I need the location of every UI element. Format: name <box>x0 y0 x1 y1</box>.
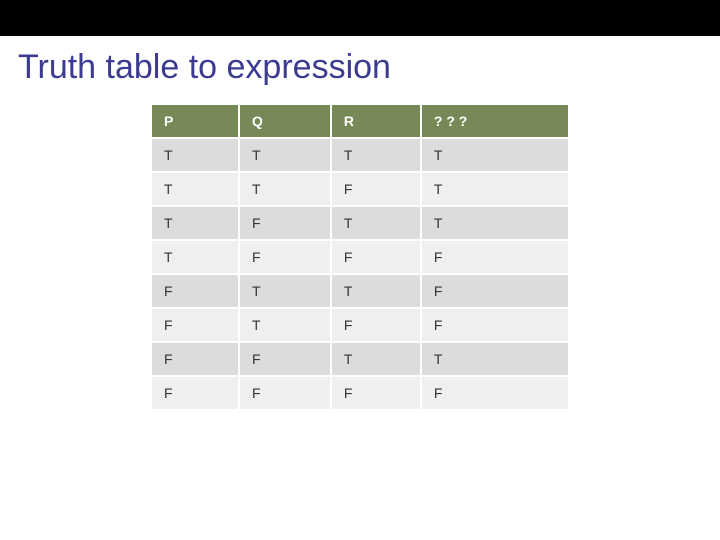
col-header-q: Q <box>239 104 331 138</box>
table-header-row: P Q R ? ? ? <box>151 104 569 138</box>
cell: T <box>151 172 239 206</box>
cell: F <box>239 206 331 240</box>
truth-table: P Q R ? ? ? T T T T T T F T T F T <box>150 103 570 411</box>
cell: T <box>151 206 239 240</box>
cell: F <box>421 240 569 274</box>
cell: F <box>239 342 331 376</box>
cell: F <box>239 240 331 274</box>
table-row: T F F F <box>151 240 569 274</box>
cell: F <box>151 342 239 376</box>
cell: F <box>421 376 569 410</box>
top-bar <box>0 0 720 36</box>
cell: T <box>239 138 331 172</box>
cell: T <box>421 342 569 376</box>
cell: F <box>331 376 421 410</box>
cell: F <box>239 376 331 410</box>
cell: T <box>421 172 569 206</box>
cell: F <box>331 308 421 342</box>
cell: T <box>421 206 569 240</box>
cell: T <box>239 308 331 342</box>
cell: T <box>331 274 421 308</box>
table-row: T T F T <box>151 172 569 206</box>
col-header-p: P <box>151 104 239 138</box>
cell: F <box>151 308 239 342</box>
cell: T <box>421 138 569 172</box>
table-row: F T F F <box>151 308 569 342</box>
col-header-result: ? ? ? <box>421 104 569 138</box>
table-row: F F F F <box>151 376 569 410</box>
cell: F <box>151 376 239 410</box>
table-row: F T T F <box>151 274 569 308</box>
cell: T <box>239 172 331 206</box>
cell: T <box>151 138 239 172</box>
cell: T <box>331 206 421 240</box>
table-row: F F T T <box>151 342 569 376</box>
table-row: T T T T <box>151 138 569 172</box>
cell: F <box>421 308 569 342</box>
table-row: T F T T <box>151 206 569 240</box>
col-header-r: R <box>331 104 421 138</box>
cell: T <box>151 240 239 274</box>
cell: F <box>331 240 421 274</box>
cell: F <box>151 274 239 308</box>
cell: F <box>331 172 421 206</box>
cell: F <box>421 274 569 308</box>
slide-title: Truth table to expression <box>0 36 720 95</box>
content-area: P Q R ? ? ? T T T T T T F T T F T <box>0 95 720 411</box>
cell: T <box>239 274 331 308</box>
cell: T <box>331 342 421 376</box>
cell: T <box>331 138 421 172</box>
